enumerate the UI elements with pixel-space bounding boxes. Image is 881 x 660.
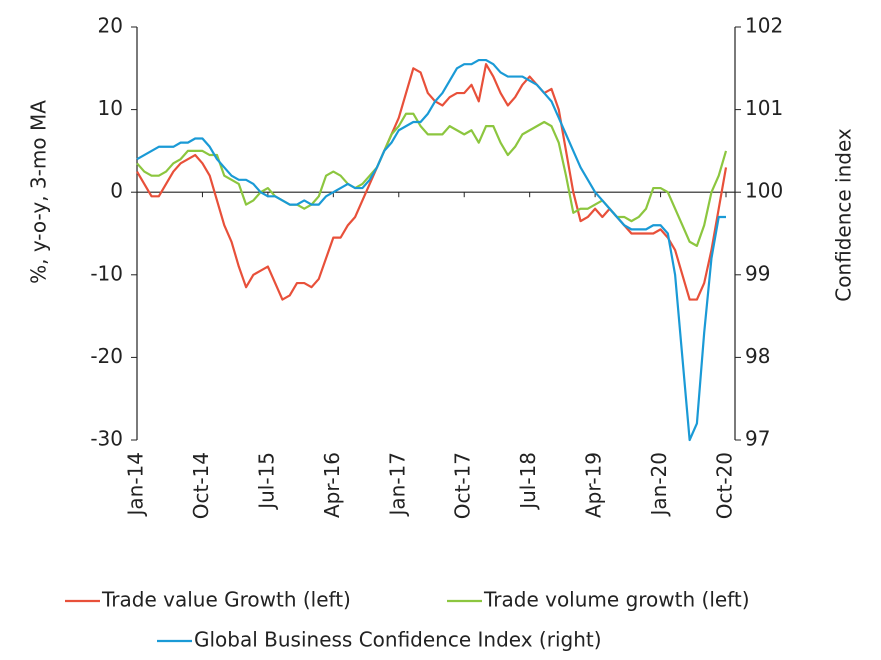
- x-tick-label: Jan-14: [124, 452, 148, 518]
- x-tick-label: Oct-14: [189, 452, 213, 519]
- y2-tick-label: 98: [745, 344, 770, 368]
- legend-label: Trade value Growth (left): [101, 588, 351, 612]
- y-tick-label: -30: [90, 427, 123, 451]
- y-tick-label: 20: [98, 14, 123, 38]
- x-tick-label: Apr-19: [582, 452, 606, 518]
- x-tick-label: Jul-15: [254, 452, 278, 511]
- y2-tick-label: 99: [745, 261, 770, 285]
- y-tick-label: 0: [110, 179, 123, 203]
- x-tick-label: Jul-18: [516, 452, 540, 511]
- x-tick-label: Jan-20: [647, 452, 671, 518]
- y2-tick-label: 97: [745, 427, 770, 451]
- legend-label: Global Business Confidence Index (right): [194, 628, 602, 652]
- y-tick-label: -20: [90, 344, 123, 368]
- y2-axis-label: Confidence index: [832, 128, 856, 302]
- x-tick-label: Oct-17: [451, 452, 475, 519]
- legend-label: Trade volume growth (left): [483, 588, 750, 612]
- y2-tick-label: 102: [745, 14, 783, 38]
- series-line: [136, 63, 728, 301]
- y2-tick-label: 100: [745, 179, 783, 203]
- y-axis-label: %, y-o-y, 3-mo MA: [27, 100, 51, 284]
- x-tick-label: Apr-16: [320, 452, 344, 518]
- y-tick-label: 10: [98, 96, 123, 120]
- series-line: [136, 112, 728, 247]
- x-tick-label: Oct-20: [713, 452, 737, 519]
- x-tick-label: Jan-17: [385, 452, 409, 518]
- y2-tick-label: 101: [745, 96, 783, 120]
- series-line: [136, 58, 726, 442]
- y-tick-label: -10: [90, 261, 123, 285]
